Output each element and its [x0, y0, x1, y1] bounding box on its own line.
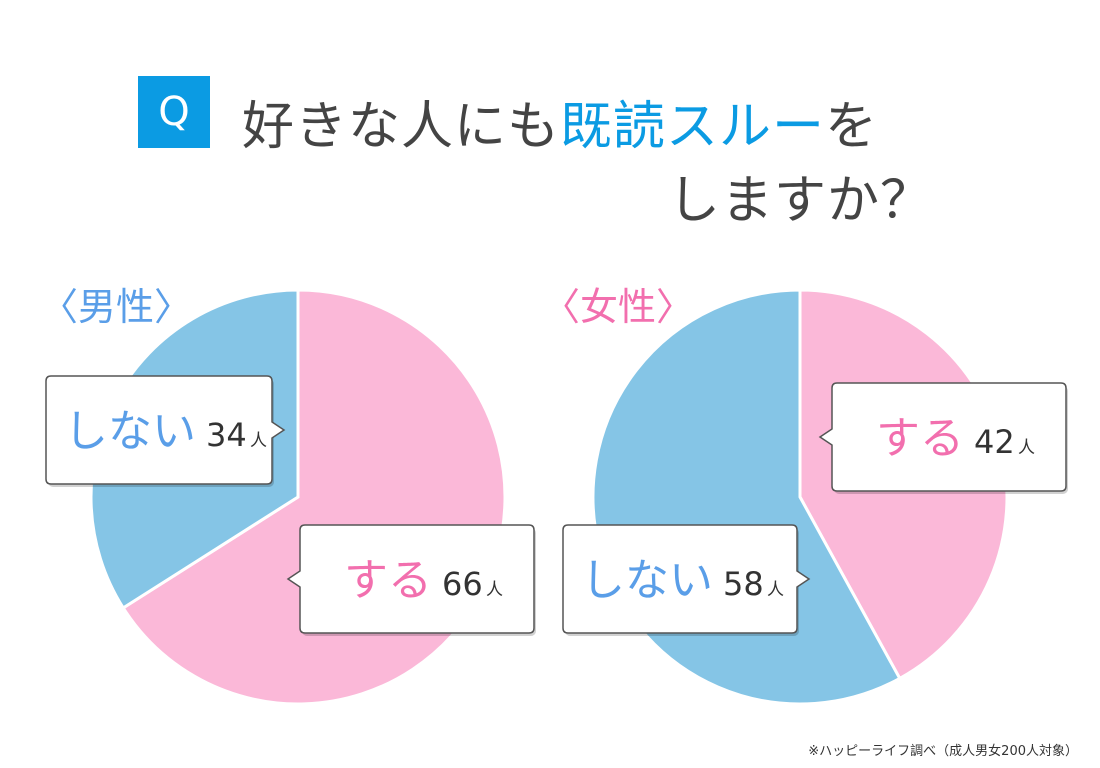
callout-unit: 人: [1018, 438, 1035, 458]
callout-suru-1: する 42 人: [818, 382, 1068, 494]
question-line-1: 好きな人にも既読スルーを: [242, 84, 878, 159]
question-text-highlight: 既読スルー: [560, 97, 826, 157]
callout-unit: 人: [250, 431, 267, 451]
question-text-pre: 好きな人にも: [242, 97, 561, 157]
callout-value: 58: [723, 565, 764, 603]
callout-label: しない: [581, 555, 713, 606]
callout-suru-0: する 66 人: [286, 524, 536, 636]
callout-label: する: [344, 555, 432, 606]
callout-unit: 人: [486, 580, 503, 600]
question-line-2: しますか？: [668, 171, 934, 231]
callout-value: 42: [974, 423, 1015, 461]
question-badge: Q: [138, 76, 210, 148]
callout-shinai-1: しない 58 人: [562, 524, 811, 636]
female-chart-title: 〈女性〉: [542, 285, 695, 329]
callout-shinai-0: しない 34 人: [45, 375, 286, 487]
callout-label: しない: [64, 406, 196, 457]
callout-value: 34: [206, 416, 247, 454]
callout-unit: 人: [767, 580, 784, 600]
callout-value: 66: [442, 565, 483, 603]
question-text-post: を: [825, 97, 879, 157]
callout-label: する: [876, 413, 964, 464]
source-note: ※ハッピーライフ調べ（成人男女200人対象）: [808, 744, 1078, 759]
male-chart-title: 〈男性〉: [40, 285, 193, 329]
